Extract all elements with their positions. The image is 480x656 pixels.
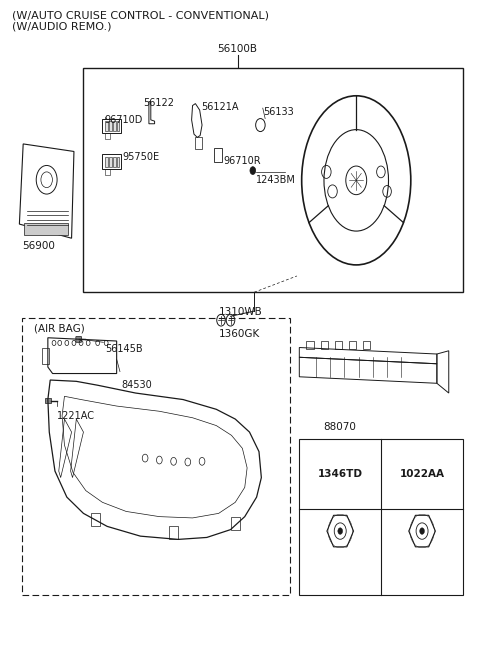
Circle shape	[250, 167, 256, 174]
Text: 1022AA: 1022AA	[399, 468, 444, 479]
Text: 1221AC: 1221AC	[57, 411, 96, 421]
FancyBboxPatch shape	[76, 337, 82, 342]
Text: 96710D: 96710D	[105, 115, 143, 125]
Bar	[349, 341, 356, 349]
Text: 1310WB: 1310WB	[219, 307, 263, 318]
Bar	[335, 341, 342, 349]
Text: (W/AUTO CRUISE CONTROL - CONVENTIONAL): (W/AUTO CRUISE CONTROL - CONVENTIONAL)	[12, 10, 269, 20]
Text: 56145B: 56145B	[105, 344, 143, 354]
Bar	[91, 514, 100, 526]
Text: 56900: 56900	[22, 241, 55, 251]
Bar	[230, 517, 240, 529]
Bar	[113, 157, 116, 167]
Bar	[105, 169, 109, 175]
Text: (W/AUDIO REMO.): (W/AUDIO REMO.)	[12, 22, 112, 31]
Text: 1360GK: 1360GK	[219, 329, 260, 339]
Bar	[300, 439, 463, 595]
Bar	[46, 398, 51, 403]
Text: (AIR BAG): (AIR BAG)	[34, 323, 84, 333]
Text: 95750E: 95750E	[122, 152, 159, 163]
Bar	[42, 348, 49, 364]
Text: 56122: 56122	[143, 98, 174, 108]
Text: 1346TD: 1346TD	[318, 468, 363, 479]
Bar	[195, 137, 202, 149]
Bar	[214, 148, 222, 162]
Bar	[169, 526, 179, 539]
Bar	[306, 341, 313, 349]
Circle shape	[420, 528, 424, 535]
Bar	[22, 318, 290, 595]
Bar	[84, 68, 463, 292]
Text: 56121A: 56121A	[201, 102, 239, 112]
Bar	[105, 157, 108, 167]
Bar	[117, 121, 120, 131]
Bar	[113, 121, 116, 131]
Bar	[117, 157, 120, 167]
Bar	[105, 133, 109, 139]
Text: 96710R: 96710R	[223, 155, 261, 165]
Text: 1243BM: 1243BM	[256, 175, 296, 185]
Text: 56100B: 56100B	[217, 43, 258, 54]
Bar	[109, 121, 112, 131]
Text: 56133: 56133	[263, 107, 294, 117]
Bar	[321, 341, 328, 349]
Text: 88070: 88070	[323, 422, 356, 432]
Bar	[102, 154, 121, 169]
Text: 84530: 84530	[121, 380, 152, 390]
Bar	[24, 223, 68, 235]
Circle shape	[338, 528, 343, 535]
Bar	[105, 121, 108, 131]
Bar	[363, 341, 371, 349]
Bar	[102, 119, 121, 133]
Bar	[109, 157, 112, 167]
